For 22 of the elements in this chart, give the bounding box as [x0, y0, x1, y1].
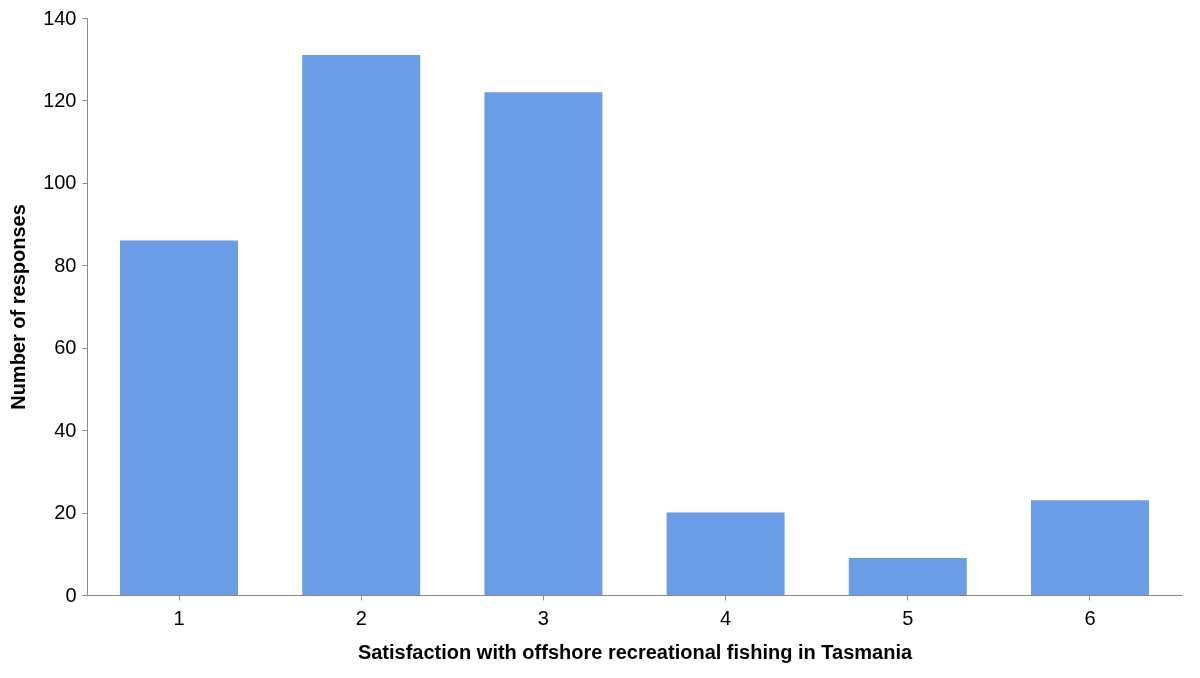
- x-tick-label: 5: [902, 606, 914, 629]
- x-tick-label: 4: [720, 606, 732, 629]
- y-axis-title: Number of responses: [7, 204, 30, 410]
- y-tick-label: 60: [54, 336, 77, 359]
- bar: [666, 512, 785, 595]
- y-tick-label: 100: [43, 171, 77, 194]
- y-tick-label: 140: [43, 6, 77, 29]
- x-axis-title: Satisfaction with offshore recreational fishing in Tasmania: [357, 640, 913, 663]
- y-tick-label: 20: [54, 501, 77, 524]
- y-tick-label: 80: [54, 253, 77, 276]
- bar: [1030, 500, 1149, 595]
- x-tick-label: 6: [1084, 606, 1096, 629]
- y-tick-label: 40: [54, 418, 77, 441]
- bar: [848, 557, 967, 595]
- y-tick-label: 120: [43, 88, 77, 111]
- bar: [302, 55, 421, 595]
- bar: [120, 240, 239, 595]
- x-tick-label: 2: [355, 606, 367, 629]
- y-tick-label: 0: [65, 583, 77, 606]
- x-tick-label: 1: [173, 606, 185, 629]
- x-tick-label: 3: [537, 606, 549, 629]
- bar: [484, 92, 603, 595]
